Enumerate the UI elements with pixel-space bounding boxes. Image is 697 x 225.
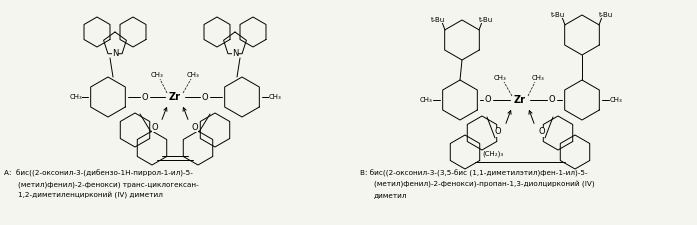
Text: O: O — [141, 92, 148, 101]
Text: O: O — [201, 92, 208, 101]
Text: Zr: Zr — [514, 95, 526, 105]
Text: O: O — [484, 95, 491, 104]
Text: CH₃: CH₃ — [187, 72, 199, 78]
Text: CH₃: CH₃ — [610, 97, 622, 103]
Text: Zr: Zr — [169, 92, 181, 102]
Text: (CH₂)₃: (CH₂)₃ — [482, 151, 503, 157]
Text: t-Bu: t-Bu — [599, 12, 613, 18]
Text: CH₃: CH₃ — [70, 94, 82, 100]
Text: O: O — [152, 122, 158, 131]
Text: А:  бис((2‑оксонил-3-(дибензо-1H-пиррол-1-ил)-5-: А: бис((2‑оксонил-3-(дибензо-1H-пиррол-1… — [4, 170, 193, 177]
Text: диметил: диметил — [374, 192, 408, 198]
Text: CH₃: CH₃ — [493, 75, 507, 81]
Text: (метил)фенил)-2-фенокси)-пропан-1,3-диолцирконий (IV): (метил)фенил)-2-фенокси)-пропан-1,3-диол… — [374, 181, 595, 188]
Text: O: O — [495, 128, 501, 137]
Text: CH₃: CH₃ — [151, 72, 163, 78]
Text: t-Bu: t-Bu — [479, 17, 493, 23]
Text: N: N — [232, 50, 238, 58]
Text: O: O — [539, 128, 545, 137]
Text: 1,2-диметиленцирконий (IV) диметил: 1,2-диметиленцирконий (IV) диметил — [18, 192, 163, 199]
Text: CH₃: CH₃ — [420, 97, 432, 103]
Text: (метил)фенил)-2-фенокси) транс-циклогексан-: (метил)фенил)-2-фенокси) транс-циклогекс… — [18, 181, 199, 187]
Text: O: O — [549, 95, 556, 104]
Text: t-Bu: t-Bu — [431, 17, 445, 23]
Text: CH₃: CH₃ — [532, 75, 544, 81]
Text: CH₃: CH₃ — [268, 94, 282, 100]
Text: В: бис((2-оксонил-3-(3,5-бис (1,1-диметилэтил)фен-1-ил)-5-: В: бис((2-оксонил-3-(3,5-бис (1,1-димети… — [360, 170, 588, 177]
Text: t-Bu: t-Bu — [551, 12, 565, 18]
Text: N: N — [112, 50, 118, 58]
Text: O: O — [192, 122, 199, 131]
